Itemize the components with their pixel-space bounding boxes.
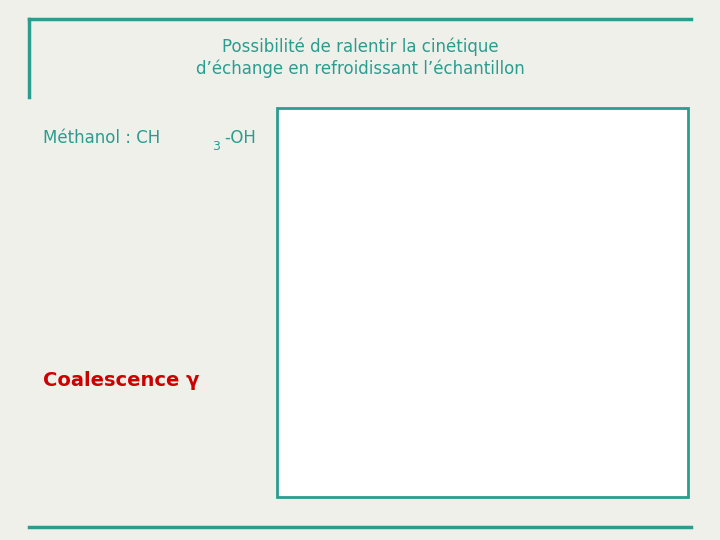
Text: -OH: -OH: [225, 129, 256, 147]
Text: -15°: -15°: [603, 239, 624, 248]
Text: -40°: -40°: [603, 172, 624, 183]
Text: o: o: [277, 383, 287, 397]
Text: 3: 3: [212, 140, 220, 153]
X-axis label: δ: δ: [451, 483, 460, 498]
Text: Possibilité de ralentir la cinétique
d’échange en refroidissant l’échantillon: Possibilité de ralentir la cinétique d’é…: [196, 38, 524, 78]
Text: -5°: -5°: [609, 305, 624, 315]
Text: 25°: 25°: [606, 437, 624, 447]
Text: Méthanol : CH: Méthanol : CH: [43, 129, 161, 147]
Text: 0°: 0°: [613, 371, 624, 381]
Text: Coalescence γ: Coalescence γ: [43, 371, 199, 390]
